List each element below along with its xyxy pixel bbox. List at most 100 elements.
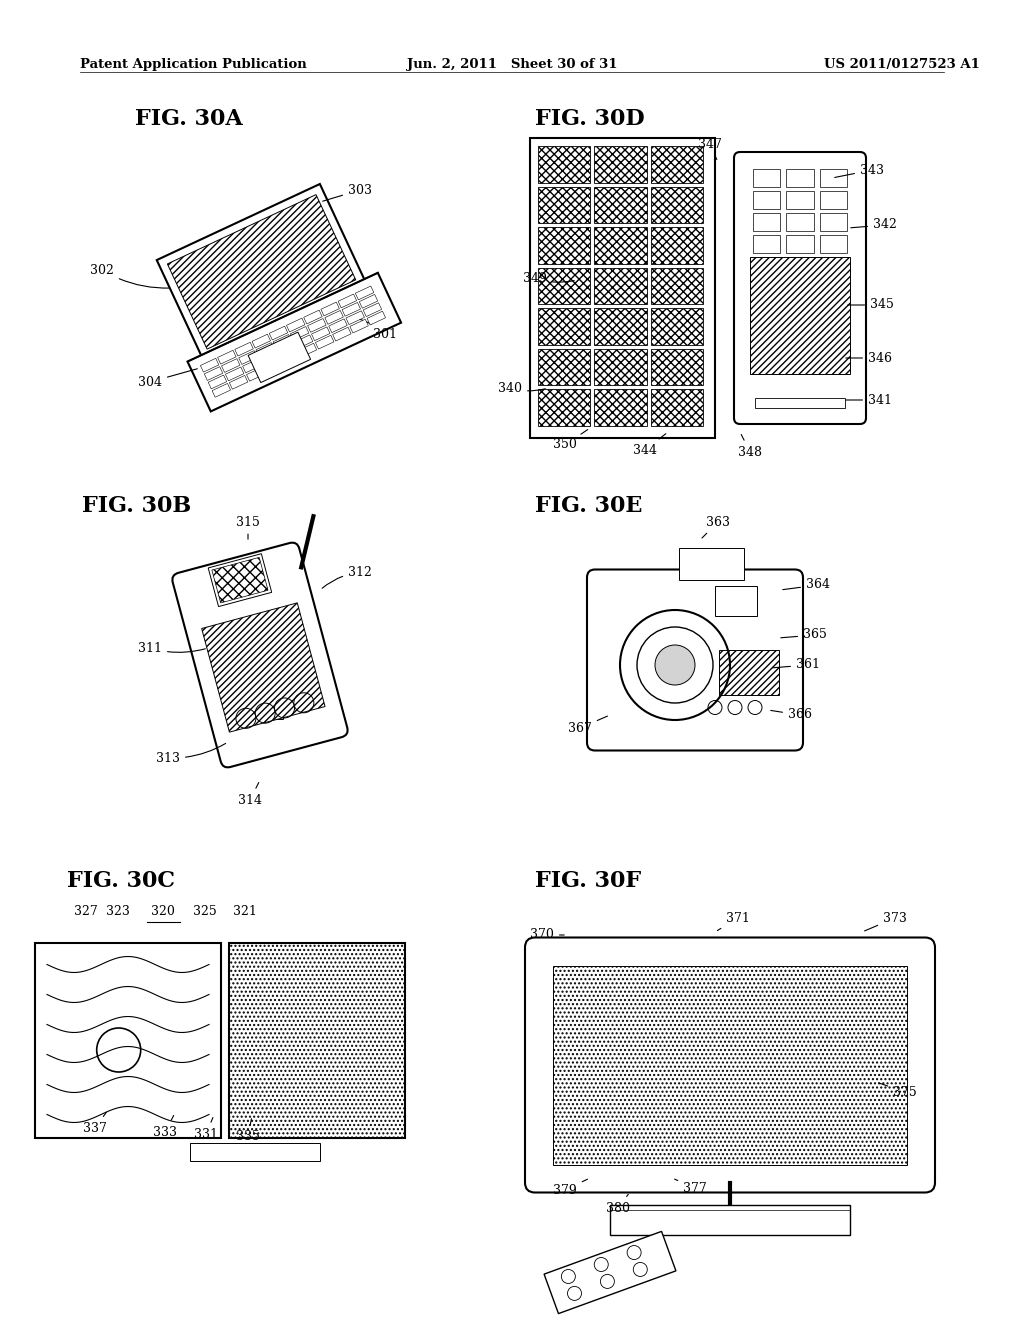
Text: 340: 340 — [498, 381, 546, 395]
Polygon shape — [342, 302, 360, 317]
Text: 331: 331 — [194, 1118, 218, 1140]
Polygon shape — [819, 235, 847, 253]
Polygon shape — [819, 169, 847, 187]
Polygon shape — [212, 384, 230, 397]
Polygon shape — [538, 309, 590, 345]
Polygon shape — [750, 257, 850, 374]
Text: 335: 335 — [237, 1119, 260, 1143]
Polygon shape — [594, 268, 647, 305]
Text: 365: 365 — [780, 628, 827, 642]
Polygon shape — [202, 603, 325, 733]
Text: 350: 350 — [553, 429, 588, 451]
Polygon shape — [610, 1204, 850, 1234]
Polygon shape — [538, 227, 590, 264]
Polygon shape — [218, 350, 237, 364]
Polygon shape — [229, 375, 248, 389]
Polygon shape — [753, 214, 780, 231]
Text: 345: 345 — [848, 298, 894, 312]
Text: 320: 320 — [152, 906, 175, 917]
Text: 311: 311 — [138, 642, 206, 655]
Text: 363: 363 — [702, 516, 730, 539]
Text: 367: 367 — [568, 717, 607, 734]
Polygon shape — [287, 318, 305, 331]
Text: 302: 302 — [90, 264, 169, 288]
Polygon shape — [544, 1232, 676, 1313]
Text: 303: 303 — [323, 183, 372, 201]
Polygon shape — [212, 557, 268, 603]
Text: 301: 301 — [357, 318, 397, 342]
Text: FIG. 30D: FIG. 30D — [535, 108, 645, 129]
Polygon shape — [252, 334, 270, 348]
Text: 364: 364 — [782, 578, 830, 591]
FancyBboxPatch shape — [587, 569, 803, 751]
Text: FIG. 30F: FIG. 30F — [535, 870, 641, 892]
Polygon shape — [260, 351, 279, 364]
Text: 366: 366 — [771, 709, 812, 722]
Polygon shape — [819, 191, 847, 209]
Polygon shape — [819, 214, 847, 231]
Text: 325: 325 — [194, 906, 217, 917]
Polygon shape — [538, 389, 590, 426]
Text: 346: 346 — [846, 351, 892, 364]
Polygon shape — [594, 309, 647, 345]
Text: 348: 348 — [738, 434, 762, 458]
Polygon shape — [538, 186, 590, 223]
Polygon shape — [234, 342, 253, 356]
Text: US 2011/0127523 A1: US 2011/0127523 A1 — [824, 58, 980, 71]
Text: 304: 304 — [138, 368, 198, 388]
Polygon shape — [338, 294, 356, 308]
Text: 349: 349 — [523, 272, 574, 285]
FancyBboxPatch shape — [553, 965, 907, 1164]
Text: 370: 370 — [530, 928, 564, 941]
Polygon shape — [329, 319, 347, 333]
Polygon shape — [594, 389, 647, 426]
Text: 379: 379 — [553, 1179, 588, 1196]
Polygon shape — [256, 343, 274, 356]
Polygon shape — [278, 343, 296, 356]
Polygon shape — [594, 186, 647, 223]
Polygon shape — [205, 367, 223, 380]
Text: 341: 341 — [846, 393, 892, 407]
Polygon shape — [538, 348, 590, 385]
Polygon shape — [225, 367, 244, 380]
Text: Patent Application Publication: Patent Application Publication — [80, 58, 307, 71]
Text: 333: 333 — [153, 1115, 177, 1138]
Polygon shape — [167, 194, 355, 348]
Polygon shape — [307, 318, 326, 333]
Text: 321: 321 — [233, 906, 257, 917]
Polygon shape — [269, 326, 288, 341]
Polygon shape — [650, 268, 703, 305]
Ellipse shape — [273, 1146, 295, 1158]
Text: 315: 315 — [237, 516, 260, 539]
Polygon shape — [221, 359, 240, 372]
Polygon shape — [594, 348, 647, 385]
Text: 377: 377 — [675, 1179, 707, 1195]
Polygon shape — [239, 351, 257, 364]
FancyBboxPatch shape — [172, 543, 347, 767]
Text: FIG. 30E: FIG. 30E — [535, 495, 642, 517]
Text: 347: 347 — [698, 139, 722, 160]
Text: Jun. 2, 2011   Sheet 30 of 31: Jun. 2, 2011 Sheet 30 of 31 — [407, 58, 617, 71]
Polygon shape — [753, 235, 780, 253]
Polygon shape — [364, 302, 382, 317]
Polygon shape — [247, 367, 265, 381]
Ellipse shape — [197, 1146, 219, 1158]
Polygon shape — [753, 169, 780, 187]
Text: 380: 380 — [606, 1195, 630, 1214]
Polygon shape — [367, 312, 386, 325]
Text: 344: 344 — [633, 434, 666, 457]
Polygon shape — [786, 191, 814, 209]
FancyBboxPatch shape — [734, 152, 866, 424]
Text: FIG. 30C: FIG. 30C — [67, 870, 175, 892]
Polygon shape — [298, 343, 316, 358]
Text: 343: 343 — [835, 164, 884, 177]
Polygon shape — [538, 147, 590, 182]
Polygon shape — [755, 399, 845, 408]
Polygon shape — [304, 310, 323, 323]
Circle shape — [655, 645, 695, 685]
Polygon shape — [273, 334, 292, 348]
Text: 314: 314 — [238, 783, 262, 807]
Polygon shape — [359, 294, 378, 308]
Polygon shape — [650, 186, 703, 223]
Text: 342: 342 — [851, 219, 897, 231]
